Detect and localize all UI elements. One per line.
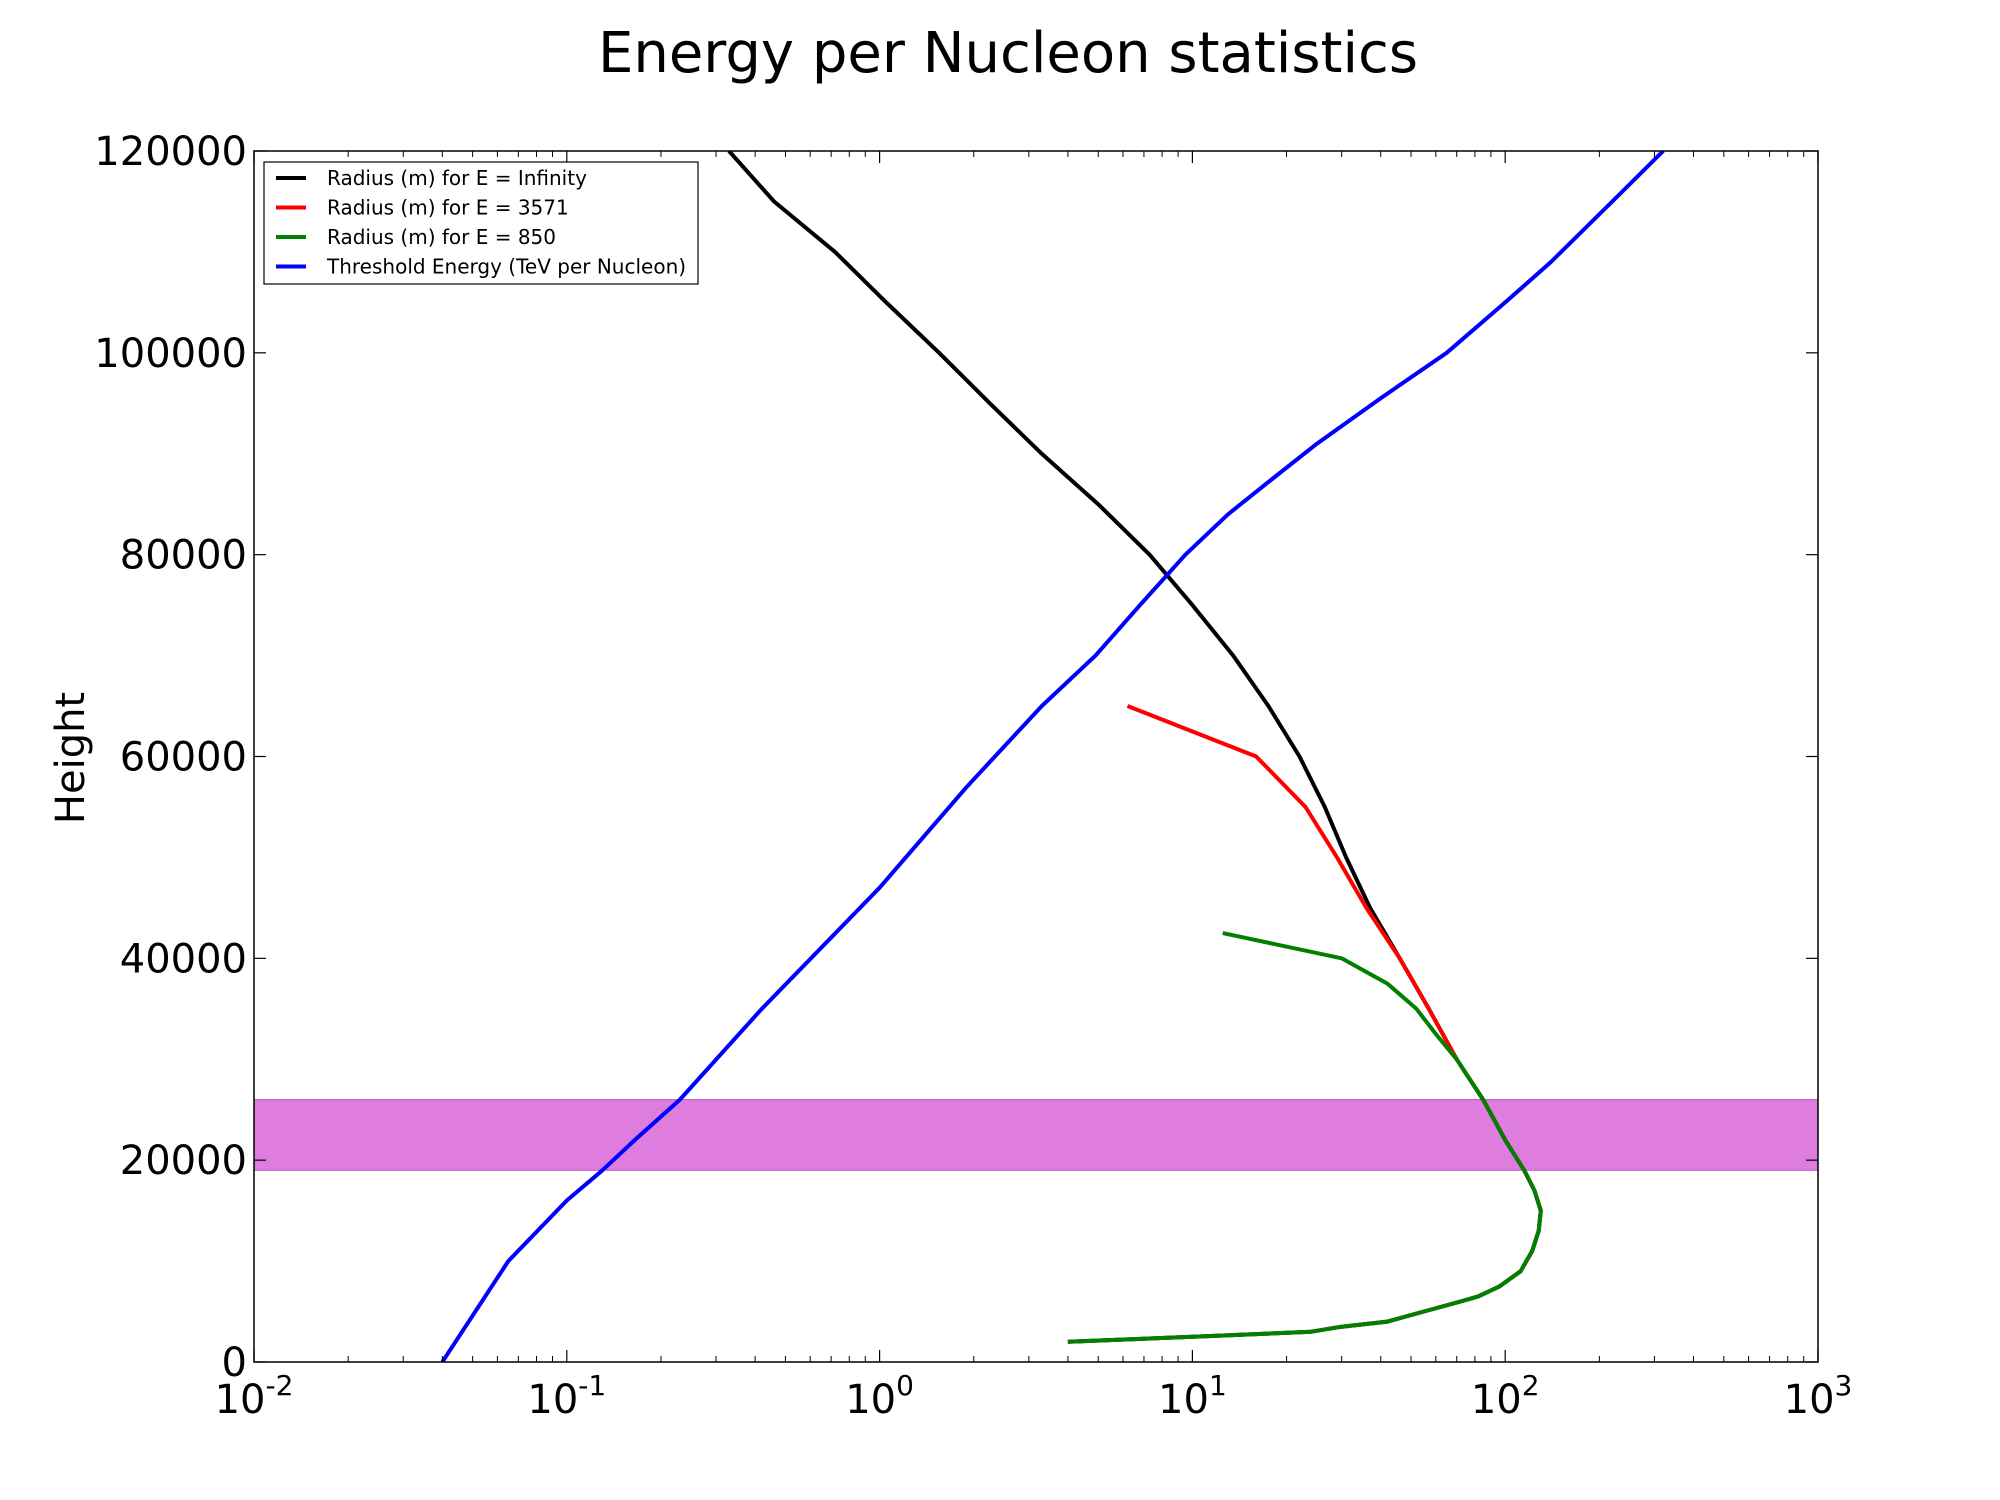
x-tick-exponent-2: 0 <box>896 1369 914 1402</box>
legend-label-2: Radius (m) for E = 850 <box>327 225 556 249</box>
x-tick-label-2: 100 <box>845 1369 914 1423</box>
y-tick-label-6: 120000 <box>94 129 247 175</box>
x-tick-label-4: 102 <box>1471 1369 1540 1423</box>
x-tick-exponent-1: -1 <box>578 1369 606 1402</box>
x-tick-label-0: 10-2 <box>215 1369 294 1423</box>
y-axis-label: Height <box>48 692 94 824</box>
x-tick-exponent-0: -2 <box>265 1369 293 1402</box>
x-tick-label-5: 103 <box>1784 1369 1853 1423</box>
y-tick-label-2: 40000 <box>120 936 247 982</box>
legend-box <box>263 161 699 285</box>
y-tick-label-1: 20000 <box>120 1138 247 1184</box>
shaded-band <box>253 1099 1819 1171</box>
legend-label-1: Radius (m) for E = 3571 <box>327 196 569 220</box>
legend-label-3: Threshold Energy (TeV per Nucleon) <box>326 255 686 279</box>
series-group <box>440 151 1665 1362</box>
plot-frame <box>253 150 1819 1363</box>
x-tick-exponent-5: 3 <box>1835 1369 1853 1402</box>
x-tick-exponent-3: 1 <box>1209 1369 1227 1402</box>
y-tick-label-5: 100000 <box>94 331 247 377</box>
chart-title: Energy per Nucleon statistics <box>598 21 1418 86</box>
axes-ticks: 10-2 10-1 100 101 102 10302000040000600008000… <box>94 129 1852 1423</box>
legend-label-0: Radius (m) for E = Infinity <box>327 166 587 190</box>
series-line-1 <box>1067 704 1543 1344</box>
plot-area <box>253 150 1819 1363</box>
series-line-3 <box>440 151 1665 1362</box>
y-tick-label-4: 80000 <box>120 533 247 579</box>
y-tick-label-0: 0 <box>222 1340 247 1386</box>
x-tick-label-3: 101 <box>1158 1369 1227 1423</box>
legend: Radius (m) for E = Infinity Radius (m) fo… <box>263 161 699 285</box>
series-line-2 <box>1067 931 1543 1344</box>
x-tick-label-1: 10-1 <box>527 1369 606 1423</box>
y-tick-label-3: 60000 <box>120 735 247 781</box>
x-tick-exponent-4: 2 <box>1522 1369 1540 1402</box>
